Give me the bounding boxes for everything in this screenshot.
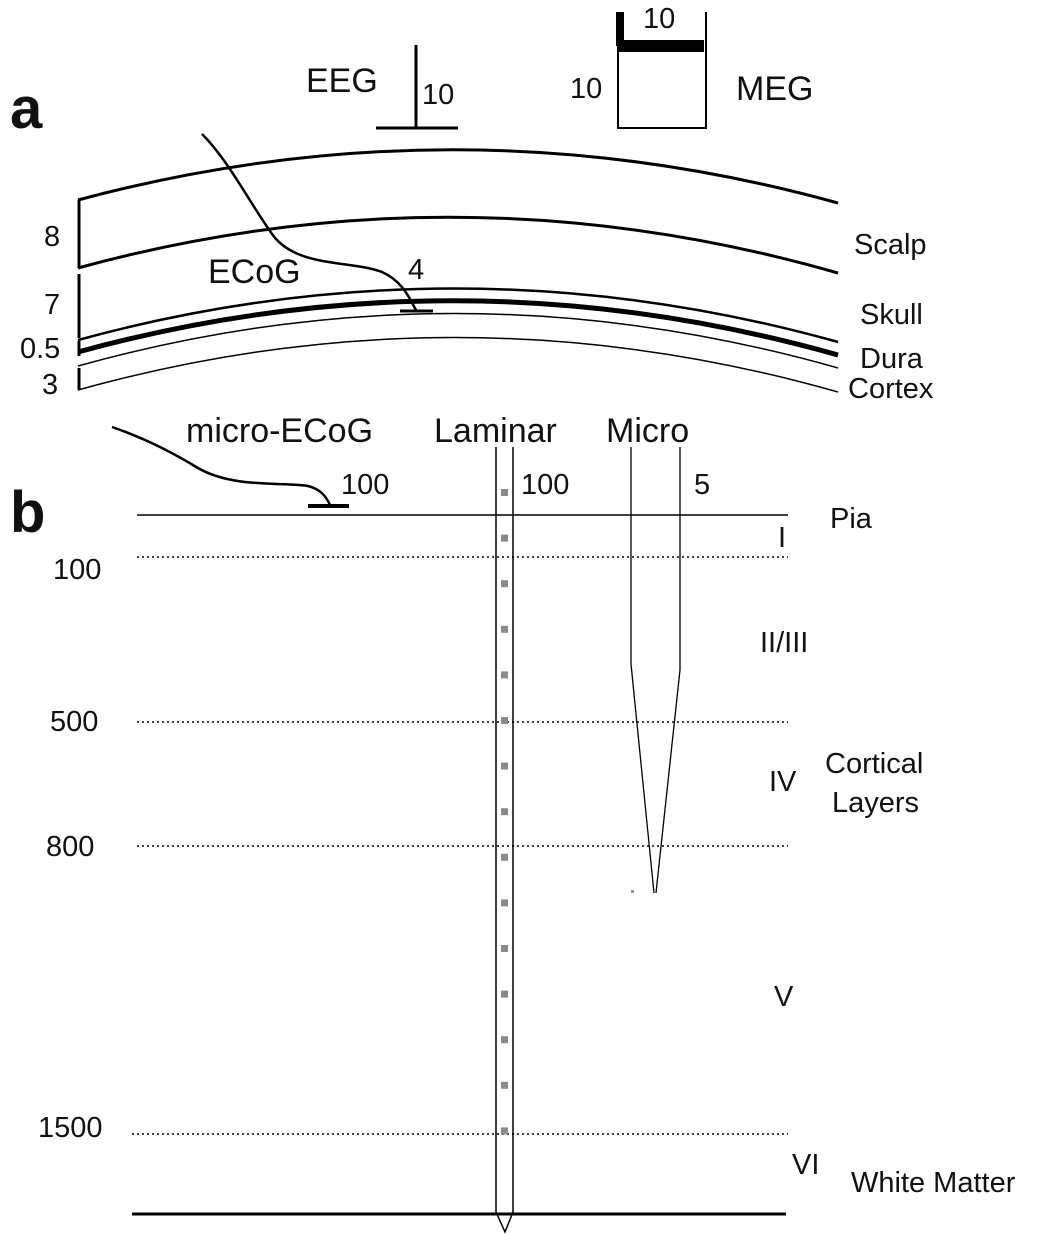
- panel-b-letter: b: [10, 480, 45, 545]
- laminar-contact-site: [501, 534, 508, 542]
- depth-label-500: 500: [50, 706, 98, 738]
- laminar-contact-site: [501, 489, 508, 496]
- meg-label: MEG: [736, 70, 813, 108]
- cortical-layers-label-line2: Layers: [832, 787, 919, 819]
- meg-value-top: 10: [643, 3, 675, 35]
- layer-label-i: I: [778, 522, 786, 554]
- layer-boundary-lines: [132, 556, 788, 1135]
- white-matter-label: White Matter: [851, 1167, 1016, 1199]
- laminar-contact-site: [501, 625, 508, 633]
- ecog-label: ECoG: [208, 253, 301, 291]
- laminar-contact-site: [501, 1081, 508, 1089]
- dura-label: Dura: [860, 343, 924, 375]
- cortex-label: Cortex: [848, 373, 934, 405]
- pia-label: Pia: [830, 503, 873, 535]
- micro-value: 5: [694, 469, 710, 501]
- scalp-label: Scalp: [854, 229, 927, 261]
- layer-label-ii-iii: II/III: [760, 627, 808, 659]
- micro-ecog-label: micro-ECoG: [186, 412, 373, 450]
- layer-label-vi: VI: [792, 1149, 819, 1181]
- meg-sensor-icon: [616, 12, 707, 129]
- laminar-contact-site: [501, 808, 508, 816]
- cortex-thickness: 3: [42, 369, 58, 401]
- scalp-thickness: 8: [44, 221, 60, 253]
- laminar-contact-site: [501, 1127, 508, 1135]
- laminar-contact-site: [501, 1036, 508, 1044]
- scalp-skull-boundary-curve: [77, 215, 839, 275]
- depth-label-100: 100: [53, 554, 101, 586]
- dura-thickness: 0.5: [20, 333, 60, 365]
- laminar-label: Laminar: [434, 412, 557, 450]
- scalp-outer-curve: [77, 148, 839, 205]
- laminar-value: 100: [521, 469, 569, 501]
- micro-label: Micro: [606, 412, 689, 450]
- laminar-contact-site: [501, 899, 508, 907]
- laminar-contact-site: [501, 853, 508, 861]
- laminar-contact-site: [501, 717, 508, 724]
- layer-label-v: V: [774, 981, 794, 1013]
- laminar-contact-site: [501, 990, 508, 998]
- skull-label: Skull: [860, 299, 923, 331]
- ecog-electrode-icon: [201, 133, 433, 313]
- skull-dura-boundary-curve: [77, 287, 839, 344]
- layer-label-iv: IV: [769, 766, 797, 798]
- laminar-contact-site: [501, 671, 508, 679]
- ecog-value: 4: [408, 254, 424, 286]
- laminar-probe-icon: [495, 447, 514, 1234]
- laminar-contact-site: [501, 762, 508, 770]
- eeg-electrode-icon: [376, 45, 458, 130]
- eeg-label: EEG: [306, 62, 378, 100]
- eeg-value: 10: [422, 79, 454, 111]
- laminar-contact-site: [501, 580, 508, 588]
- micro-ecog-value: 100: [341, 469, 389, 501]
- micro-electrode-icon: [630, 447, 681, 894]
- micro-ecog-electrode-icon: [111, 425, 349, 508]
- meg-value-left: 10: [570, 73, 602, 105]
- panel-a-letter: a: [10, 76, 43, 141]
- cortical-layers-label-line1: Cortical: [825, 748, 923, 780]
- laminar-contact-site: [501, 945, 508, 952]
- depth-label-1500: 1500: [38, 1112, 103, 1144]
- skull-thickness: 7: [44, 289, 60, 321]
- dura-cortex-boundary-curve: [77, 312, 839, 369]
- cortex-inner-curve: [77, 336, 839, 393]
- dura-thick-curve: [77, 298, 839, 358]
- depth-label-800: 800: [46, 831, 94, 863]
